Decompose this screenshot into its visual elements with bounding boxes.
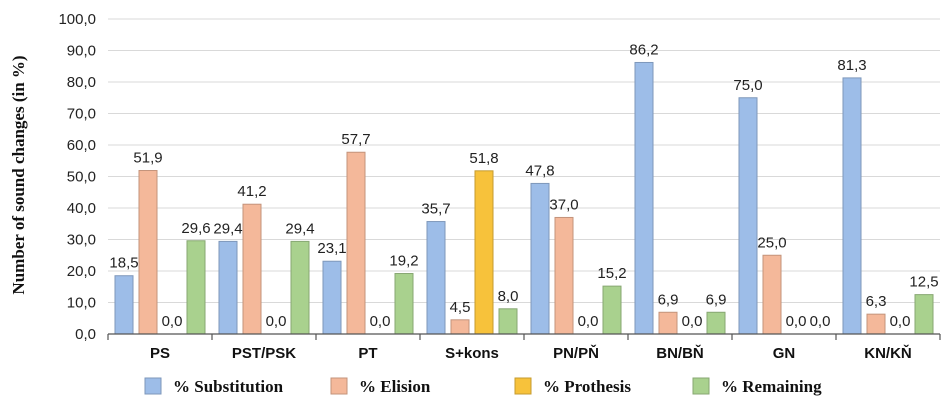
bar-elision xyxy=(346,151,366,335)
data-label-remaining: 29,4 xyxy=(285,220,314,237)
data-label-remaining: 29,6 xyxy=(181,220,210,237)
data-label-prothesis: 0,0 xyxy=(890,313,911,330)
data-label-substitution: 75,0 xyxy=(733,77,762,94)
bar-elision xyxy=(138,170,158,335)
y-tick-label: 0,0 xyxy=(75,326,96,343)
y-tick-label: 90,0 xyxy=(67,43,96,60)
y-tick-label: 40,0 xyxy=(67,200,96,217)
data-label-elision: 4,5 xyxy=(450,299,471,316)
legend-label-substitution: % Substitution xyxy=(173,377,284,396)
category-label: KN/KŇ xyxy=(864,344,912,362)
bar-elision xyxy=(866,313,886,335)
data-label-prothesis: 0,0 xyxy=(162,313,183,330)
data-label-prothesis: 51,8 xyxy=(469,150,498,167)
data-label-substitution: 35,7 xyxy=(421,201,450,218)
y-tick-label: 20,0 xyxy=(67,263,96,280)
data-label-prothesis: 0,0 xyxy=(370,313,391,330)
data-label-remaining: 6,9 xyxy=(706,291,727,308)
bar-prothesis xyxy=(474,170,494,335)
legend-swatch-remaining xyxy=(692,377,710,395)
bar-substitution xyxy=(634,61,654,335)
data-label-prothesis: 0,0 xyxy=(682,313,703,330)
bar-substitution xyxy=(322,260,342,335)
bar-substitution xyxy=(738,97,758,335)
data-label-elision: 25,0 xyxy=(757,234,786,251)
bar-elision xyxy=(762,254,782,335)
category-label: PN/PŇ xyxy=(553,344,599,362)
bar-remaining xyxy=(394,273,414,335)
data-label-remaining: 19,2 xyxy=(389,253,418,270)
y-axis-label: Number of sound changes (in %) xyxy=(9,55,28,294)
legend-label-prothesis: % Prothesis xyxy=(543,377,631,396)
data-label-substitution: 18,5 xyxy=(109,255,138,272)
bar-substitution xyxy=(530,182,550,335)
y-tick-label: 100,0 xyxy=(58,11,96,28)
data-label-prothesis: 0,0 xyxy=(786,313,807,330)
bar-remaining xyxy=(602,285,622,335)
y-tick-label: 50,0 xyxy=(67,169,96,186)
category-label: GN xyxy=(773,345,796,362)
bar-substitution xyxy=(842,77,862,335)
data-label-remaining: 8,0 xyxy=(498,288,519,305)
bar-remaining xyxy=(706,311,726,335)
data-label-elision: 6,9 xyxy=(658,291,679,308)
data-label-elision: 41,2 xyxy=(237,183,266,200)
bars xyxy=(114,61,934,335)
legend-swatch-substitution xyxy=(144,377,162,395)
data-label-remaining: 12,5 xyxy=(909,274,938,291)
bar-remaining xyxy=(914,294,934,335)
bar-elision xyxy=(450,319,470,335)
bar-remaining xyxy=(186,240,206,335)
y-tick-label: 10,0 xyxy=(67,295,96,312)
data-label-prothesis: 0,0 xyxy=(578,313,599,330)
legend-swatch-elision xyxy=(330,377,348,395)
bar-elision xyxy=(554,216,574,335)
data-label-elision: 37,0 xyxy=(549,196,578,213)
category-label: PT xyxy=(358,345,377,362)
category-label: BN/BŇ xyxy=(656,344,704,362)
data-label-substitution: 29,4 xyxy=(213,220,242,237)
legend: % Substitution % Elision % Prothesis % Rema… xyxy=(144,377,822,396)
data-label-remaining: 0,0 xyxy=(810,313,831,330)
bar-elision xyxy=(242,203,262,335)
data-label-substitution: 81,3 xyxy=(837,57,866,74)
data-label-prothesis: 0,0 xyxy=(266,313,287,330)
bar-elision xyxy=(658,311,678,335)
bar-remaining xyxy=(498,308,518,335)
data-label-substitution: 47,8 xyxy=(525,162,554,179)
data-label-substitution: 23,1 xyxy=(317,240,346,257)
bar-remaining xyxy=(290,240,310,335)
category-label: S+kons xyxy=(445,345,499,362)
bar-substitution xyxy=(426,221,446,335)
y-tick-label: 30,0 xyxy=(67,232,96,249)
data-label-elision: 57,7 xyxy=(341,131,370,148)
data-label-elision: 51,9 xyxy=(133,150,162,167)
y-tick-label: 60,0 xyxy=(67,137,96,154)
bar-substitution xyxy=(114,275,134,335)
x-axis: PS PST/PSK PT S+kons PN/PŇ BN/BŇ GN KN/KŇ xyxy=(107,333,941,362)
y-tick-labels: 0,0 10,0 20,0 30,0 40,0 50,0 60,0 70,0 80,0 90,0 1… xyxy=(58,11,96,343)
y-tick-label: 70,0 xyxy=(67,106,96,123)
data-label-remaining: 15,2 xyxy=(597,265,626,282)
legend-swatch-prothesis xyxy=(514,377,532,395)
category-label: PS xyxy=(150,345,170,362)
bar-substitution xyxy=(218,240,238,335)
data-label-substitution: 86,2 xyxy=(629,41,658,58)
y-tick-label: 80,0 xyxy=(67,74,96,91)
legend-label-remaining: % Remaining xyxy=(721,377,822,396)
data-label-elision: 6,3 xyxy=(866,293,887,310)
legend-label-elision: % Elision xyxy=(359,377,431,396)
data-labels: 18,529,423,135,747,886,275,081,351,941,2… xyxy=(109,41,938,330)
category-label: PST/PSK xyxy=(232,345,296,362)
